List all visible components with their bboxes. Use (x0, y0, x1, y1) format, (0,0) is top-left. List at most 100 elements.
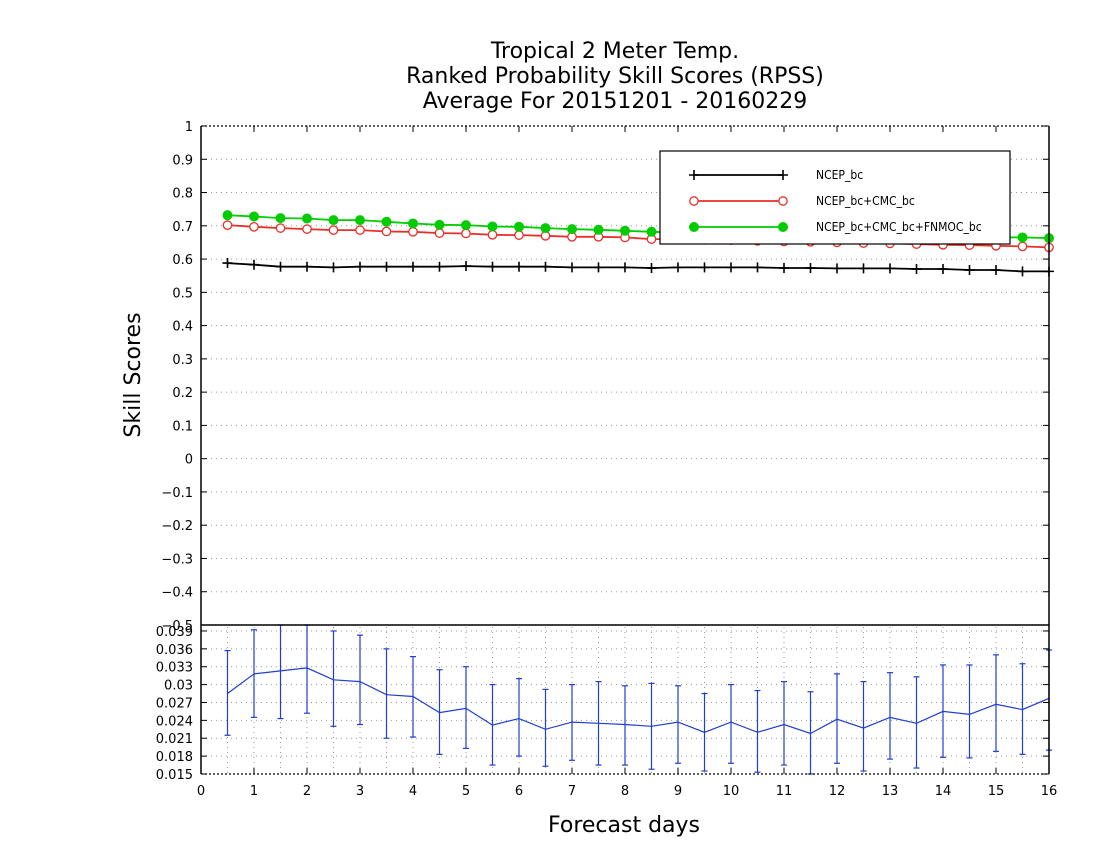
y-axis-label: Skill Scores (121, 312, 146, 437)
data-point (779, 263, 789, 274)
data-point (885, 263, 895, 274)
x-tick-label: 7 (568, 784, 576, 799)
y-tick-label: 0.018 (156, 750, 193, 765)
data-point (355, 215, 365, 226)
y-tick-label: 0.039 (156, 625, 193, 640)
x-tick-label: 8 (621, 784, 629, 799)
y-tick-label: −0.2 (161, 519, 193, 534)
legend-marker (778, 196, 788, 206)
y-tick-label: 0.033 (156, 661, 193, 676)
y-tick-label: 0.015 (156, 768, 193, 783)
x-tick-label: 14 (935, 784, 952, 799)
y-tick-label: 0.027 (156, 696, 193, 711)
legend-box (659, 150, 1011, 245)
y-tick-label: 0.1 (172, 419, 193, 434)
data-point (752, 262, 763, 273)
series-ncep-bc (222, 258, 1054, 277)
legend-label: NCEP_bc (816, 168, 863, 182)
y-tick-label: −0.5 (161, 619, 193, 634)
x-tick-label: 10 (723, 784, 740, 799)
data-point (275, 223, 286, 233)
data-point (355, 225, 365, 235)
y-tick-label: −0.3 (161, 552, 193, 567)
x-tick-label: 5 (462, 784, 470, 799)
data-point (381, 226, 392, 237)
data-point (328, 262, 339, 273)
data-point (355, 261, 365, 272)
y-tick-label: 0.2 (172, 386, 193, 401)
data-point (275, 261, 286, 272)
data-point (381, 261, 392, 272)
spread-line (227, 667, 1050, 735)
data-point (222, 220, 233, 230)
data-point (620, 225, 630, 236)
y-tick-label: 1 (185, 120, 193, 135)
data-point (1017, 241, 1028, 252)
data-point (567, 262, 577, 273)
data-point (328, 215, 339, 226)
legend-marker (689, 196, 699, 206)
data-point (222, 258, 233, 269)
data-point (858, 263, 869, 274)
x-tick-label: 15 (988, 784, 1005, 799)
data-point (222, 210, 233, 221)
chart-title-line: Ranked Probability Skill Scores (RPSS) (406, 64, 824, 89)
data-point (487, 229, 498, 240)
data-point (991, 265, 1001, 276)
y-tick-label: 0.6 (172, 253, 193, 268)
data-point (514, 230, 524, 240)
data-point (646, 226, 657, 237)
bottom-panel-series (224, 624, 1052, 775)
y-tick-label: 0.4 (172, 320, 193, 335)
data-point (461, 261, 471, 272)
y-tick-label: 0 (185, 453, 193, 468)
data-point (514, 261, 524, 272)
data-point (514, 221, 524, 232)
data-point (938, 264, 948, 275)
data-point (593, 262, 604, 273)
bottom-panel-y-ticks: 0.039 0.036 0.033 0.03 0.027 0.024 0.021 0.018 0… (156, 625, 1049, 783)
data-point (408, 218, 418, 229)
data-point (567, 224, 577, 235)
data-point (434, 261, 445, 272)
x-tick-label: 9 (674, 784, 682, 799)
y-tick-label: −0.1 (161, 486, 193, 501)
data-point (540, 261, 551, 272)
data-point (328, 225, 339, 235)
x-axis-label: Forecast days (548, 813, 700, 838)
y-tick-label: 0.8 (172, 187, 193, 202)
legend-marker (778, 222, 788, 232)
x-tick-label: 16 (1041, 784, 1058, 799)
y-tick-label: −0.4 (161, 586, 193, 601)
data-point (964, 265, 975, 276)
data-point (805, 263, 816, 274)
data-point (487, 261, 498, 272)
data-point (381, 216, 392, 227)
data-point (249, 221, 259, 232)
y-tick-label: 0.021 (156, 732, 193, 747)
data-point (593, 224, 604, 235)
legend-label: NCEP_bc+CMC_bc (816, 194, 915, 208)
chart-title-line: Tropical 2 Meter Temp. (490, 39, 739, 64)
y-tick-label: 0.036 (156, 643, 193, 658)
data-point (487, 221, 498, 232)
data-point (275, 213, 286, 224)
x-tick-label: 0 (197, 784, 205, 799)
data-point (461, 228, 471, 239)
series-line (227, 262, 1049, 273)
x-tick-label: 13 (882, 784, 899, 799)
data-point (911, 264, 922, 275)
chart-title: Tropical 2 Meter Temp.Ranked Probability… (406, 39, 824, 114)
data-point (408, 226, 418, 237)
data-point (461, 220, 471, 231)
x-tick-label: 2 (303, 784, 311, 799)
data-point (699, 262, 710, 273)
legend-marker (689, 222, 699, 232)
data-point (832, 263, 842, 274)
x-tick-label: 1 (250, 784, 258, 799)
plot-frames (200, 125, 1050, 775)
data-point (408, 261, 418, 272)
x-tick-label: 12 (829, 784, 846, 799)
data-point (673, 262, 683, 273)
